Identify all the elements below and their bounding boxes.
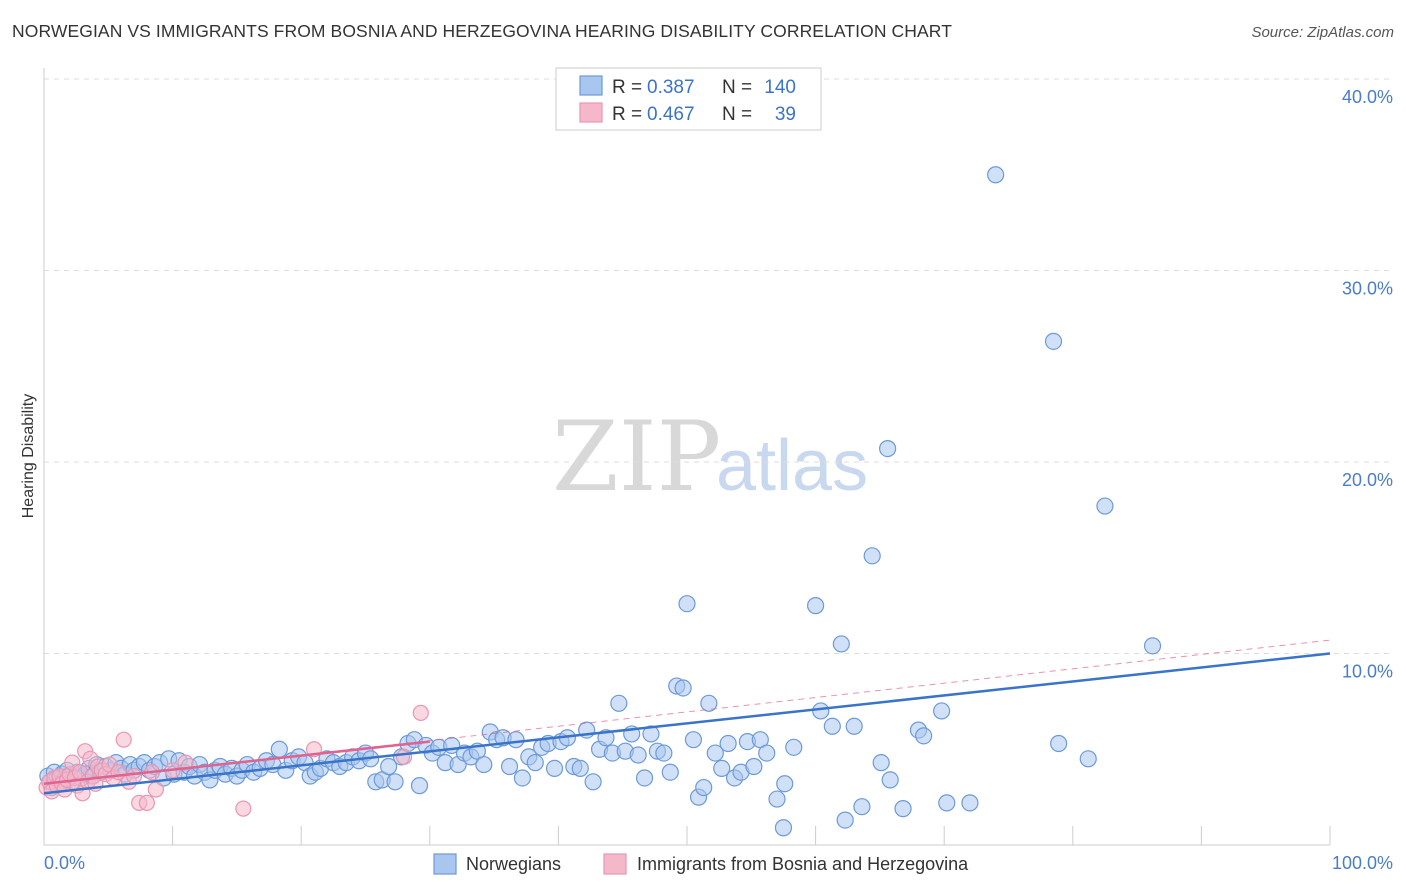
data-point <box>745 757 763 776</box>
legend-r-label-1: R = <box>612 77 642 98</box>
data-point <box>386 773 404 791</box>
trend-line-bosnia-extended <box>43 639 1331 785</box>
data-point <box>933 702 951 720</box>
stats-legend: R = 0.387 N = 140 R = 0.467 N = 39 <box>555 67 822 131</box>
y-tick-label: 20.0% <box>1342 470 1393 490</box>
data-point <box>832 635 850 653</box>
gridlines <box>44 78 1394 654</box>
data-point <box>768 790 786 808</box>
y-tick-label: 30.0% <box>1342 279 1393 299</box>
data-point <box>125 767 143 785</box>
source-label: Source: ZipAtlas.com <box>1251 24 1394 41</box>
data-point <box>661 763 679 781</box>
legend-swatch-bosnia <box>579 102 603 123</box>
data-point <box>915 727 933 745</box>
data-point <box>635 769 654 787</box>
x-tick-label-max: 100.0% <box>1332 853 1393 873</box>
data-point <box>678 595 696 613</box>
legend-r-label-2: R = <box>612 104 642 125</box>
data-point <box>500 757 519 776</box>
data-point <box>177 754 194 771</box>
data-point <box>836 811 854 829</box>
data-point <box>642 725 660 743</box>
data-point <box>719 734 737 753</box>
data-point <box>270 740 288 758</box>
data-point <box>806 597 825 615</box>
data-point <box>115 731 132 748</box>
x-ticks <box>43 826 1331 845</box>
legend-swatch-norwegians <box>579 75 603 96</box>
data-point <box>571 759 589 778</box>
data-point <box>1143 637 1162 655</box>
data-point <box>785 738 803 756</box>
legend-n-value-2: 39 <box>775 104 796 125</box>
data-point <box>684 731 703 749</box>
data-point <box>584 773 602 791</box>
data-point <box>774 819 793 837</box>
data-point <box>674 679 692 697</box>
bottom-legend-swatch-norwegians <box>433 853 457 875</box>
y-tick-label: 40.0% <box>1342 87 1393 107</box>
series-legend: Norwegians Immigrants from Bosnia and He… <box>433 853 969 875</box>
data-point <box>610 694 628 712</box>
data-point <box>695 778 713 797</box>
y-tick-labels: 10.0% 20.0% 30.0% 40.0% <box>1342 87 1393 682</box>
data-point <box>507 731 525 749</box>
data-point <box>776 775 794 793</box>
data-point <box>894 800 912 818</box>
chart-title: NORWEGIAN VS IMMIGRANTS FROM BOSNIA AND … <box>12 21 953 41</box>
data-point <box>629 746 647 764</box>
data-point <box>863 547 881 565</box>
data-point <box>545 759 564 778</box>
y-tick-label: 10.0% <box>1342 662 1393 682</box>
watermark-zip: ZIP <box>552 401 721 513</box>
data-point <box>526 754 544 772</box>
data-point <box>235 800 252 817</box>
y-axis-label: Hearing Disability <box>20 394 37 519</box>
x-tick-label-min: 0.0% <box>44 853 85 873</box>
legend-n-label-1: N = <box>722 77 752 98</box>
data-point <box>475 755 493 774</box>
data-point <box>881 771 899 789</box>
bottom-legend-label-norwegians: Norwegians <box>466 854 561 874</box>
data-point <box>147 781 164 798</box>
data-point <box>758 744 776 762</box>
data-point <box>961 794 979 812</box>
trend-line-norwegians <box>43 652 1331 795</box>
legend-r-value-2: 0.467 <box>647 104 695 125</box>
data-point <box>713 759 731 778</box>
data-point <box>845 717 863 735</box>
bottom-legend-swatch-bosnia <box>603 853 627 875</box>
watermark-atlas: atlas <box>716 426 868 506</box>
data-point <box>700 694 718 712</box>
data-point <box>1044 332 1063 350</box>
data-point <box>655 744 673 762</box>
data-point <box>513 769 531 787</box>
bottom-legend-label-bosnia: Immigrants from Bosnia and Herzegovina <box>637 854 969 874</box>
legend-n-label-2: N = <box>722 104 752 125</box>
data-point <box>987 166 1005 184</box>
data-point <box>412 704 429 721</box>
data-point <box>138 794 155 811</box>
trend-lines <box>43 639 1331 795</box>
data-point <box>1096 497 1114 515</box>
data-point <box>853 798 871 816</box>
data-point <box>706 744 724 762</box>
data-point <box>380 757 398 776</box>
data-point <box>1079 750 1097 768</box>
data-point <box>823 717 841 735</box>
data-point <box>812 702 830 720</box>
legend-r-value-1: 0.387 <box>647 77 695 98</box>
data-point <box>1050 734 1068 753</box>
data-point <box>938 794 956 812</box>
data-point <box>879 439 897 458</box>
data-point <box>872 754 890 772</box>
trend-line-bosnia <box>43 740 430 785</box>
legend-n-value-1: 140 <box>764 77 796 98</box>
data-point <box>395 748 413 766</box>
data-point <box>410 777 429 795</box>
